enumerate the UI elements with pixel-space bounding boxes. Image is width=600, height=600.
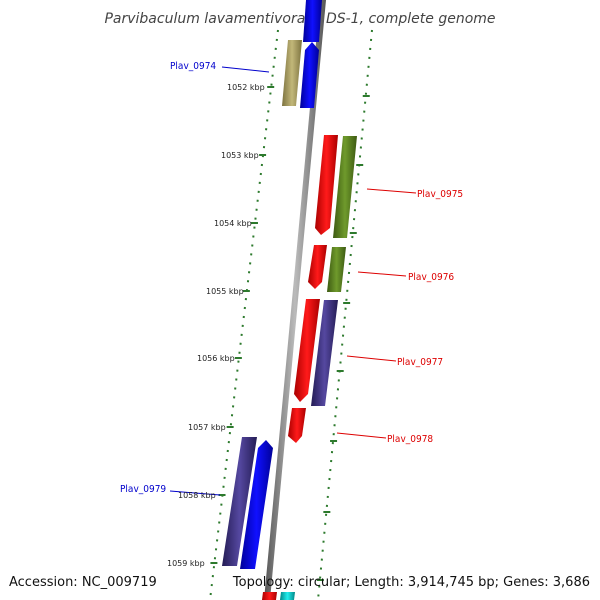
gene-purple-0977: [311, 300, 338, 406]
gene-olive-0976: [327, 247, 346, 292]
tick-label-1056: 1056 kbp: [197, 354, 235, 363]
gene-olive-0975: [333, 136, 357, 238]
outer-track-dots: [209, 29, 373, 600]
gene-red-0978: [288, 408, 306, 443]
gene-khaki-0974: [282, 40, 302, 106]
gene-label-plav-0975[interactable]: Plav_0975: [417, 189, 463, 200]
gene-red-0976: [308, 245, 327, 289]
gene-red-0977: [294, 299, 320, 402]
gene-label-plav-0978[interactable]: Plav_0978: [387, 434, 433, 445]
tick-label-1053: 1053 kbp: [221, 151, 259, 160]
gene-features: [222, 0, 357, 600]
tick-marks: [210, 86, 370, 581]
tick-label-1058: 1058 kbp: [178, 491, 216, 500]
gene-labels: Plav_0974 Plav_0975 Plav_0976 Plav_0977 …: [120, 61, 463, 495]
gene-blue-0974: [300, 42, 319, 108]
gene-label-plav-0974[interactable]: Plav_0974: [170, 61, 216, 72]
topology-text: Topology: circular; Length: 3,914,745 bp…: [232, 575, 590, 590]
tick-label-1055: 1055 kbp: [206, 287, 244, 296]
chromosome-axis: [264, 0, 326, 600]
tick-label-1054: 1054 kbp: [214, 219, 252, 228]
gene-purple-0979: [222, 437, 257, 566]
gene-label-plav-0977[interactable]: Plav_0977: [397, 357, 443, 368]
tick-label-1059: 1059 kbp: [167, 559, 205, 568]
gene-red-bottom: [262, 592, 277, 600]
gene-blue-top: [303, 0, 322, 42]
gene-leader-lines: [169, 66, 417, 496]
gene-label-plav-0976[interactable]: Plav_0976: [408, 272, 454, 283]
gene-red-0975: [315, 135, 338, 235]
gene-blue-0979: [240, 440, 273, 569]
gene-cyan-bottom: [280, 592, 295, 600]
tick-labels: 1052 kbp 1053 kbp 1054 kbp 1055 kbp 1056…: [167, 83, 265, 568]
tick-label-1052: 1052 kbp: [227, 83, 265, 92]
map-title: Parvibaculum lavamentivorans DS-1, compl…: [104, 11, 495, 27]
tick-label-1057: 1057 kbp: [188, 423, 226, 432]
accession-text: Accession: NC_009719: [9, 575, 157, 590]
gene-label-plav-0979[interactable]: Plav_0979: [120, 484, 166, 495]
